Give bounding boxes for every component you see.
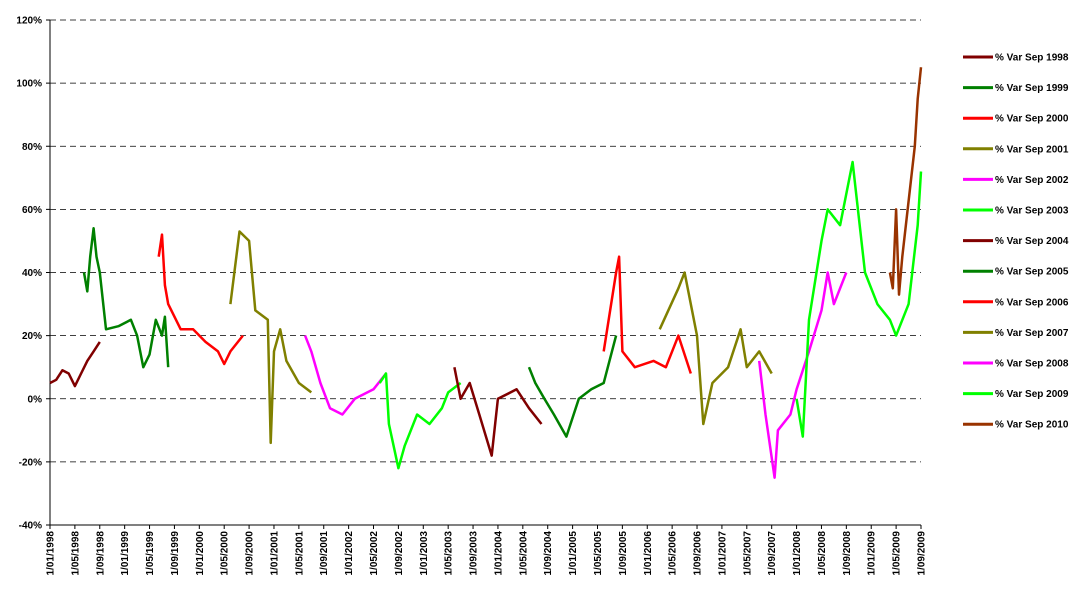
- series-line: [453, 366, 543, 457]
- x-tick-label: 1/09/2004: [543, 531, 554, 576]
- x-tick-label: 1/05/2009: [892, 531, 903, 576]
- x-tick-label: 1/05/1998: [70, 531, 81, 576]
- y-tick-label: 40%: [22, 268, 42, 279]
- legend-label: % Var Sep 2010: [995, 420, 1069, 431]
- x-tick-label: 1/01/2002: [344, 531, 355, 576]
- legend-label: % Var Sep 2001: [995, 144, 1069, 155]
- legend-label: % Var Sep 1999: [995, 83, 1069, 94]
- legend-label: % Var Sep 2004: [995, 236, 1069, 247]
- x-tick-label: 1/05/2004: [518, 531, 529, 576]
- x-tick-label: 1/05/2003: [444, 531, 455, 576]
- x-tick-label: 1/09/2001: [319, 531, 330, 576]
- x-tick-label: 1/01/1998: [46, 531, 57, 576]
- series-line: [49, 341, 101, 388]
- x-tick-label: 1/09/2008: [842, 531, 853, 576]
- series-line: [378, 372, 462, 470]
- y-tick-label: 20%: [22, 331, 42, 342]
- x-tick-label: 1/09/1998: [95, 531, 106, 576]
- x-tick-label: 1/09/2002: [394, 531, 405, 576]
- y-tick-label: 60%: [22, 205, 42, 216]
- series-line: [795, 160, 923, 438]
- x-tick-label: 1/01/2006: [643, 531, 654, 576]
- series-line: [888, 67, 923, 296]
- legend-label: % Var Sep 2007: [995, 328, 1069, 339]
- legend-label: % Var Sep 2008: [995, 359, 1069, 370]
- legend-label: % Var Sep 1998: [995, 53, 1069, 64]
- x-tick-label: 1/09/1999: [170, 531, 181, 576]
- series-line: [157, 233, 244, 366]
- y-tick-label: -20%: [19, 457, 42, 468]
- series-line: [602, 255, 692, 374]
- series-line: [658, 271, 773, 426]
- x-tick-label: 1/05/1999: [145, 531, 156, 576]
- x-tick-label: 1/01/2004: [493, 531, 504, 576]
- x-tick-label: 1/01/2007: [717, 531, 728, 576]
- legend-label: % Var Sep 2003: [995, 206, 1069, 217]
- series-line: [229, 230, 313, 445]
- x-tick-label: 1/01/2005: [568, 531, 579, 576]
- x-tick-label: 1/09/2000: [245, 531, 256, 576]
- series-line: [527, 335, 618, 438]
- x-tick-label: 1/05/2000: [220, 531, 231, 576]
- x-tick-label: 1/01/1999: [120, 531, 131, 576]
- x-tick-label: 1/01/2000: [195, 531, 206, 576]
- y-tick-label: 120%: [16, 16, 42, 27]
- legend-label: % Var Sep 2009: [995, 389, 1069, 400]
- x-tick-label: 1/05/2007: [742, 531, 753, 576]
- x-tick-label: 1/09/2007: [767, 531, 778, 576]
- x-tick-label: 1/01/2003: [419, 531, 430, 576]
- x-tick-label: 1/05/2002: [369, 531, 380, 576]
- y-tick-label: 100%: [16, 79, 42, 90]
- x-tick-label: 1/09/2006: [693, 531, 704, 576]
- x-tick-label: 1/05/2006: [668, 531, 679, 576]
- x-tick-label: 1/09/2009: [917, 531, 928, 576]
- series-line: [82, 227, 170, 369]
- y-tick-label: 80%: [22, 142, 42, 153]
- legend-label: % Var Sep 2002: [995, 175, 1069, 186]
- x-tick-label: 1/05/2008: [817, 531, 828, 576]
- x-tick-label: 1/09/2005: [618, 531, 629, 576]
- y-tick-label: 0%: [28, 394, 43, 405]
- x-tick-label: 1/09/2003: [469, 531, 480, 576]
- legend-label: % Var Sep 2000: [995, 114, 1069, 125]
- x-tick-label: 1/01/2009: [867, 531, 878, 576]
- x-tick-label: 1/05/2005: [593, 531, 604, 576]
- series-line: [757, 271, 848, 479]
- legend-label: % Var Sep 2006: [995, 297, 1069, 308]
- x-tick-label: 1/05/2001: [294, 531, 305, 576]
- series-line: [303, 335, 387, 416]
- x-tick-label: 1/01/2001: [269, 531, 280, 576]
- x-tick-label: 1/01/2008: [792, 531, 803, 576]
- legend-label: % Var Sep 2005: [995, 267, 1069, 278]
- y-tick-label: -40%: [19, 521, 42, 532]
